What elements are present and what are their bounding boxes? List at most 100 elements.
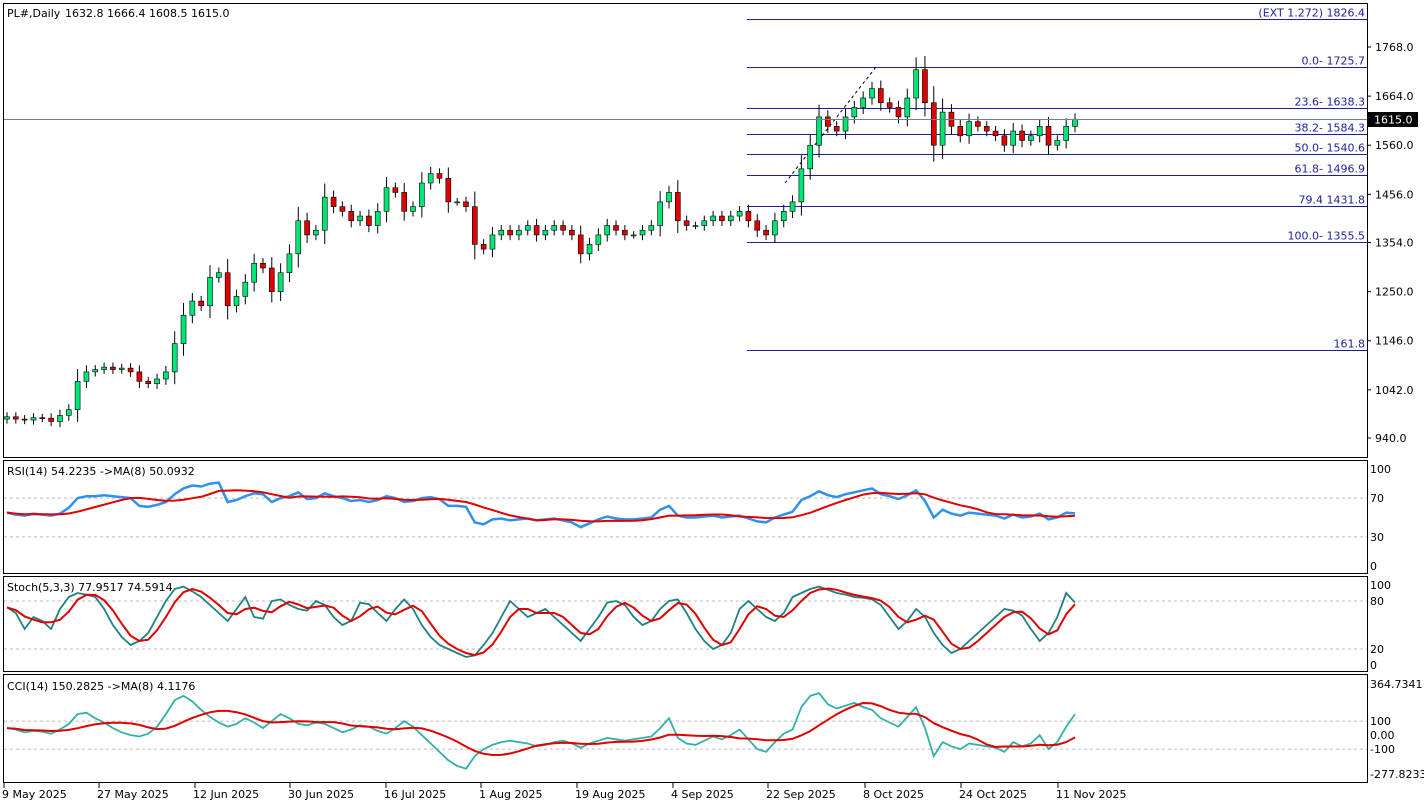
fib-label: 79.4 1431.8 [1299, 194, 1365, 207]
candle-body [833, 126, 840, 132]
date-axis: 9 May 2025 27 May 2025 12 Jun 2025 30 Jun 2… [2, 783, 1126, 801]
rsi-axis-label: 100 [1370, 463, 1391, 476]
candle-body [383, 187, 390, 212]
candle-body [913, 69, 919, 99]
candle-body [719, 215, 725, 222]
cci-axis-label: 100 [1370, 715, 1391, 728]
candle-body [242, 281, 249, 297]
candle-body [1072, 118, 1078, 127]
price-axis-label: 1042.0 [1375, 384, 1414, 397]
candle-body [763, 229, 769, 236]
fib-label: 100.0- 1355.5 [1288, 230, 1365, 243]
candle-body [975, 121, 981, 127]
fibonacci-lines: (EXT 1.272) 1826.4 0.0- 1725.7 23.6- 1638.… [747, 7, 1367, 351]
candle-body [463, 201, 469, 207]
fib-label: 0.0- 1725.7 [1302, 55, 1365, 68]
cci-axis-label: -100 [1370, 743, 1395, 756]
current-price-tag [1368, 112, 1418, 127]
candle-body [807, 144, 814, 170]
candle-body [1019, 130, 1025, 141]
candle-body [780, 211, 787, 222]
candle-body [551, 225, 558, 231]
candle-body [154, 378, 160, 384]
current-price-label: 1615.0 [1374, 114, 1413, 127]
candle-body [816, 116, 822, 146]
candle-body [366, 215, 372, 226]
candle-body [904, 97, 911, 118]
candle-body [321, 196, 328, 231]
candle-body [339, 206, 346, 212]
candle-body [498, 229, 505, 236]
candle-body [136, 371, 143, 382]
candle-body [454, 201, 460, 204]
candle-body [772, 220, 778, 236]
date-label: 4 Sep 2025 [671, 788, 734, 801]
candle-body [851, 107, 858, 118]
stoch-pane[interactable] [3, 576, 1368, 672]
cci-label: CCI(14) 150.2825 ->MA(8) 4.1176 [7, 680, 195, 693]
fib-label: 50.0- 1540.6 [1295, 142, 1365, 155]
fib-label: 38.2- 1584.3 [1295, 122, 1365, 135]
candle-body [427, 173, 434, 184]
candle-body [754, 220, 761, 231]
candle-body [410, 206, 416, 212]
stoch-axis-label: 100 [1370, 579, 1391, 592]
candle-body [1010, 130, 1017, 146]
candle-body [39, 417, 46, 419]
price-axis-label: 940.0 [1375, 432, 1407, 445]
candle-body [595, 234, 602, 245]
date-label: 16 Jul 2025 [384, 788, 446, 801]
candle-body [710, 215, 716, 222]
candle-body [392, 187, 399, 193]
rsi-axis-label: 0 [1370, 560, 1377, 573]
candle-body [330, 196, 337, 207]
candle-body [1001, 135, 1008, 146]
candle-body [533, 225, 540, 236]
candle-body [939, 111, 946, 146]
candle-body [304, 220, 310, 236]
candle-body [489, 234, 496, 250]
candle-body [630, 234, 637, 237]
candle-body [869, 88, 875, 99]
candle-body [118, 367, 125, 370]
date-label: 22 Sep 2025 [766, 788, 836, 801]
price-axis-label: 1664.0 [1375, 90, 1414, 103]
candle-body [675, 192, 681, 222]
price-axis: 1768.0 1664.0 1560.0 1456.0 1354.0 1250.0 1146… [1367, 41, 1414, 445]
candle-body [701, 220, 708, 226]
candle-body [798, 168, 805, 203]
candle-body [348, 211, 355, 222]
main-pane[interactable] [3, 3, 1368, 458]
candle-body [171, 343, 178, 373]
candle-body [930, 102, 937, 146]
candle-body [1054, 140, 1061, 146]
date-label: 24 Oct 2025 [959, 788, 1027, 801]
candle-body [860, 97, 866, 108]
indicator-lines: 1007030010080200364.73411000.00-100-277.… [4, 463, 1424, 781]
date-label: 19 Aug 2025 [575, 788, 645, 801]
candle-body [1045, 126, 1052, 146]
candle-body [789, 201, 796, 212]
cci-pane[interactable] [3, 674, 1368, 783]
candle-body [110, 366, 116, 370]
candle-body [65, 409, 72, 416]
candle-body [992, 130, 999, 137]
candle-body [983, 126, 990, 132]
candle-body [4, 416, 10, 420]
cci-ma-line [6, 701, 1076, 757]
date-label: 27 May 2025 [97, 788, 169, 801]
fib-label: 23.6- 1638.3 [1295, 96, 1365, 109]
rsi-axis-label: 30 [1370, 531, 1384, 544]
candles [4, 55, 1078, 428]
candle-body [692, 225, 699, 227]
candle-body [577, 234, 584, 255]
candle-body [586, 244, 593, 255]
candle-body [233, 296, 240, 307]
stoch-label: Stoch(5,3,3) 77.9517 74.5914 [7, 581, 173, 594]
candle-body [657, 201, 663, 226]
candle-body [727, 215, 734, 222]
candle-body [224, 272, 231, 307]
rsi-ma-line [6, 489, 1076, 523]
candle-body [745, 211, 752, 222]
